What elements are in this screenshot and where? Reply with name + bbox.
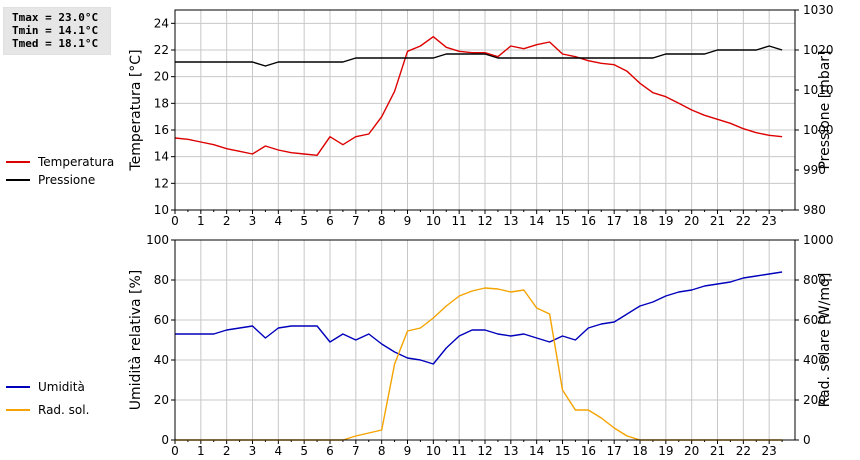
x-tick-label: 5 — [300, 444, 308, 458]
series-line-temperatura — [174, 36, 783, 157]
y-tick-label-right: 1000 — [803, 123, 834, 137]
x-tick-label: 11 — [452, 214, 467, 228]
x-tick-label: 4 — [275, 214, 283, 228]
y-tick-label-left: 40 — [154, 353, 169, 367]
x-tick-label: 22 — [736, 444, 751, 458]
y-tick-label-left: 22 — [154, 43, 169, 57]
series-line-umidit — [175, 271, 783, 365]
x-tick-label: 2 — [223, 214, 231, 228]
y-tick-label-left: 14 — [154, 150, 169, 164]
y-tick-label-right: 400 — [803, 353, 826, 367]
y-axis-title-left: Umidità relativa [%] — [128, 270, 144, 411]
y-tick-label-right: 600 — [803, 313, 826, 327]
tmed-text: Tmed = 18.1°C — [12, 37, 99, 50]
x-tick-label: 19 — [658, 214, 673, 228]
x-tick-label: 7 — [352, 214, 360, 228]
x-tick-label: 23 — [762, 444, 777, 458]
y-tick-label-right: 200 — [803, 393, 826, 407]
x-tick-label: 8 — [378, 444, 386, 458]
x-tick-label: 0 — [171, 444, 179, 458]
legend-label: Temperatura — [37, 155, 114, 169]
x-tick-label: 5 — [300, 214, 308, 228]
y-tick-label-right: 0 — [803, 433, 811, 447]
y-tick-label-left: 24 — [154, 16, 169, 30]
legend-label: Umidità — [38, 380, 85, 394]
x-tick-label: 20 — [684, 444, 699, 458]
x-tick-label: 2 — [223, 444, 231, 458]
x-tick-label: 15 — [555, 214, 570, 228]
series-line-pressione — [175, 45, 783, 67]
y-tick-label-right: 1020 — [803, 43, 834, 57]
legend-label: Rad. sol. — [38, 403, 89, 417]
x-tick-label: 9 — [404, 214, 412, 228]
x-tick-label: 10 — [426, 444, 441, 458]
y-tick-label-right: 1030 — [803, 3, 834, 17]
y-tick-label-left: 16 — [154, 123, 169, 137]
y-tick-label-right: 990 — [803, 163, 826, 177]
x-tick-label: 13 — [503, 214, 518, 228]
y-tick-label-right: 800 — [803, 273, 826, 287]
stats-box: Tmax = 23.0°C Tmin = 14.1°C Tmed = 18.1°… — [3, 7, 111, 55]
x-tick-label: 1 — [197, 444, 205, 458]
y-axis-title-right: Rad. solare [W/mq] — [817, 273, 833, 408]
y-tick-label-right: 1010 — [803, 83, 834, 97]
tmax-text: Tmax = 23.0°C — [12, 11, 99, 24]
y-tick-label-left: 0 — [161, 433, 169, 447]
x-tick-label: 12 — [477, 214, 492, 228]
x-tick-label: 7 — [352, 444, 360, 458]
x-tick-label: 8 — [378, 214, 386, 228]
x-tick-label: 6 — [326, 444, 334, 458]
y-tick-label-left: 10 — [154, 203, 169, 217]
x-tick-label: 14 — [529, 214, 544, 228]
x-tick-label: 17 — [607, 444, 622, 458]
x-tick-label: 10 — [426, 214, 441, 228]
x-tick-label: 21 — [710, 214, 725, 228]
y-tick-label-right: 1000 — [803, 233, 834, 247]
x-tick-label: 16 — [581, 444, 596, 458]
x-tick-label: 15 — [555, 444, 570, 458]
y-tick-label-left: 12 — [154, 176, 169, 190]
tmin-text: Tmin = 14.1°C — [12, 24, 99, 37]
x-tick-label: 11 — [452, 444, 467, 458]
x-tick-label: 14 — [529, 444, 544, 458]
chart-panel-2: 0 1 2 3 4 5 6 7 8 9 10 11 12 13 14 15 16 17 18 19 20 21 22 2302… — [6, 233, 834, 458]
x-tick-label: 13 — [503, 444, 518, 458]
y-tick-label-left: 20 — [154, 70, 169, 84]
x-tick-label: 18 — [632, 214, 647, 228]
x-tick-label: 3 — [249, 444, 257, 458]
x-tick-label: 6 — [326, 214, 334, 228]
chart-panel-1: 0 1 2 3 4 5 6 7 8 9 10 11 12 13 14 15 16 17 18 19 20 21 22 2310… — [6, 3, 834, 228]
x-tick-label: 4 — [275, 444, 283, 458]
legend-label: Pressione — [38, 173, 95, 187]
x-tick-label: 21 — [710, 444, 725, 458]
x-tick-label: 1 — [197, 214, 205, 228]
y-tick-label-left: 100 — [146, 233, 169, 247]
x-tick-label: 19 — [658, 444, 673, 458]
series-line-rad-sol — [175, 287, 783, 441]
y-tick-label-left: 80 — [154, 273, 169, 287]
y-tick-label-left: 60 — [154, 313, 169, 327]
x-tick-label: 3 — [249, 214, 257, 228]
x-tick-label: 12 — [477, 444, 492, 458]
y-tick-label-left: 18 — [154, 96, 169, 110]
x-tick-label: 20 — [684, 214, 699, 228]
y-tick-label-left: 20 — [154, 393, 169, 407]
y-axis-title-left: Temperatura [°C] — [128, 49, 144, 171]
x-tick-label: 22 — [736, 214, 751, 228]
y-tick-label-right: 980 — [803, 203, 826, 217]
y-axis-title-right: Pressione [mbar] — [817, 50, 833, 169]
x-tick-label: 9 — [404, 444, 412, 458]
x-tick-label: 18 — [632, 444, 647, 458]
x-tick-label: 16 — [581, 214, 596, 228]
x-tick-label: 0 — [171, 214, 179, 228]
x-tick-label: 17 — [607, 214, 622, 228]
plot-frame — [174, 9, 796, 211]
x-tick-label: 23 — [762, 214, 777, 228]
plot-frame — [174, 239, 796, 441]
